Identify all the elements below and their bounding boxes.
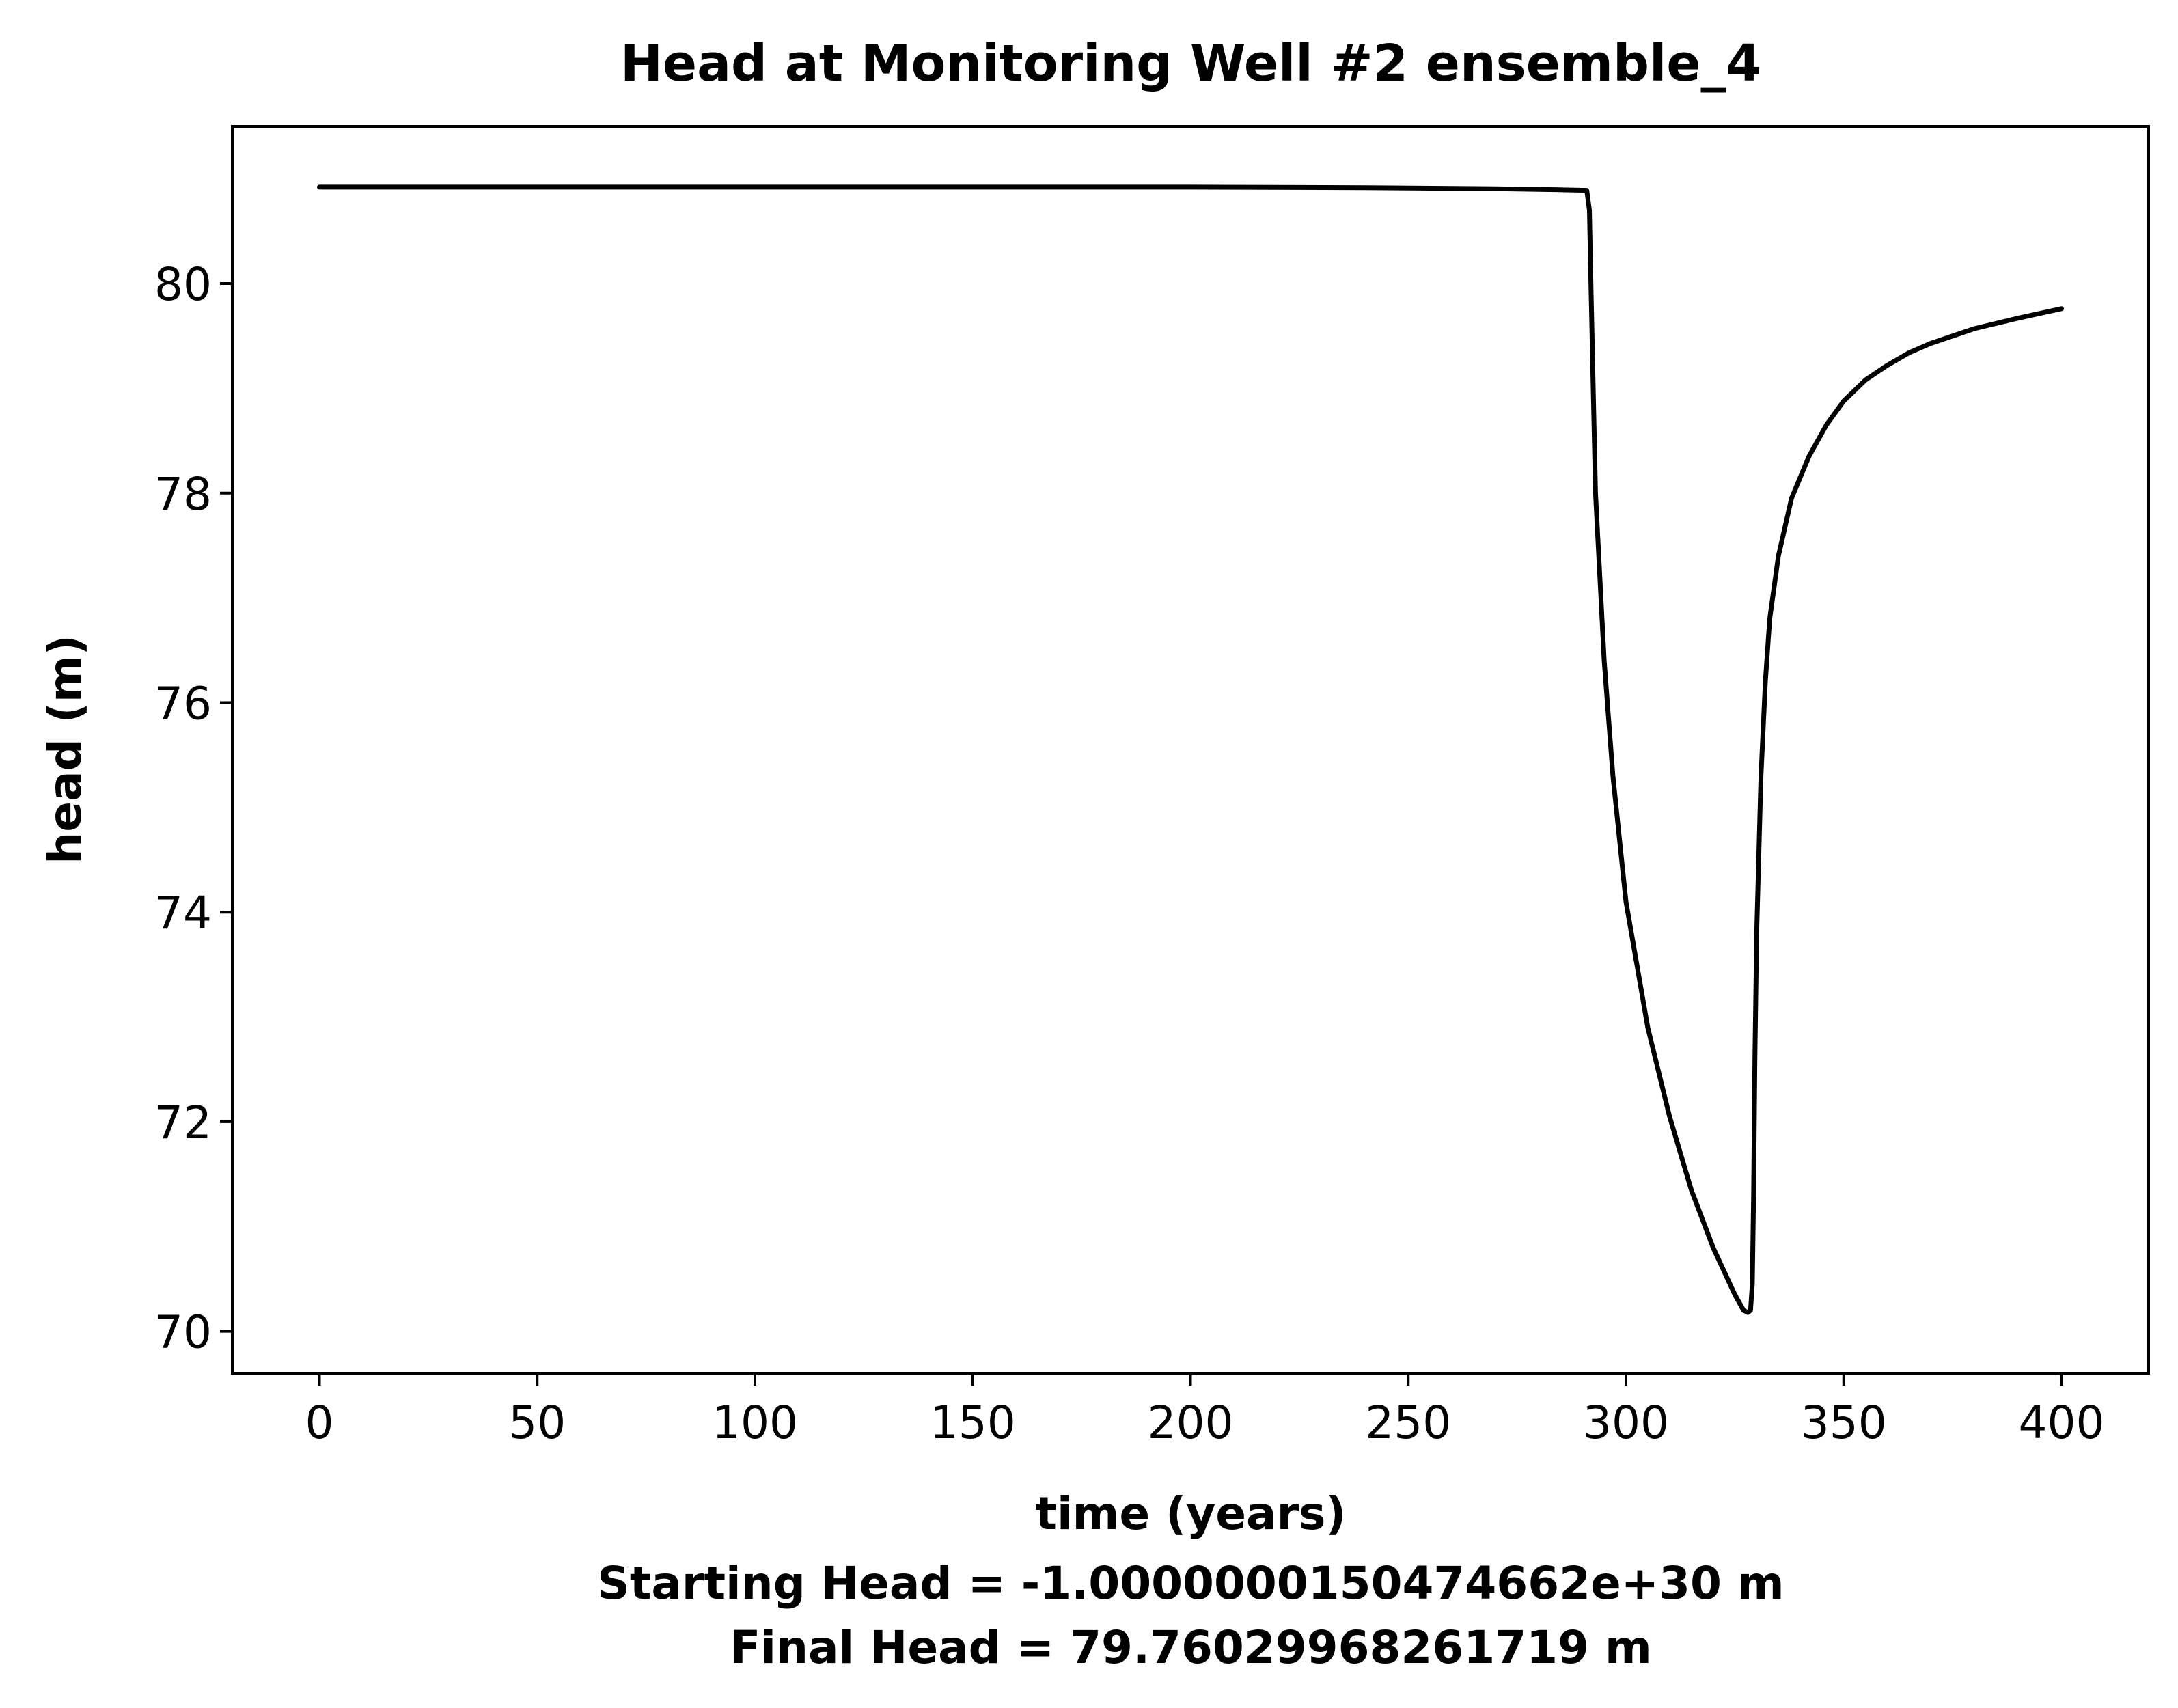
x-tick-label: 50 <box>508 1396 566 1449</box>
starting-head-note: Starting Head = -1.0000000150474662e+30 … <box>597 1557 1784 1610</box>
y-tick-label: 72 <box>154 1097 212 1149</box>
x-tick-label: 250 <box>1365 1396 1451 1449</box>
x-tick-label: 200 <box>1148 1396 1234 1449</box>
x-tick-label: 350 <box>1801 1396 1887 1449</box>
final-head-note: Final Head = 79.76029968261719 m <box>730 1621 1651 1674</box>
y-tick-label: 70 <box>154 1306 212 1359</box>
x-tick-label: 150 <box>930 1396 1016 1449</box>
y-tick-label: 76 <box>154 677 212 730</box>
head-series-line <box>317 184 2064 1315</box>
x-tick-label: 100 <box>712 1396 798 1449</box>
y-axis-label: head (m) <box>39 635 92 864</box>
x-tick-label: 0 <box>305 1396 334 1449</box>
x-tick-label: 400 <box>2019 1396 2105 1449</box>
chart-title: Head at Monitoring Well #2 ensemble_4 <box>620 34 1761 93</box>
x-axis-ticks: 0 50 100 150 200 250 300 350 400 <box>305 1373 2105 1449</box>
y-tick-label: 80 <box>154 258 212 311</box>
y-tick-label: 74 <box>154 887 212 939</box>
x-tick-label: 300 <box>1583 1396 1669 1449</box>
x-axis-label: time (years) <box>1035 1487 1346 1540</box>
y-axis-ticks: 70 72 74 76 78 80 <box>154 258 232 1359</box>
y-tick-label: 78 <box>154 468 212 521</box>
